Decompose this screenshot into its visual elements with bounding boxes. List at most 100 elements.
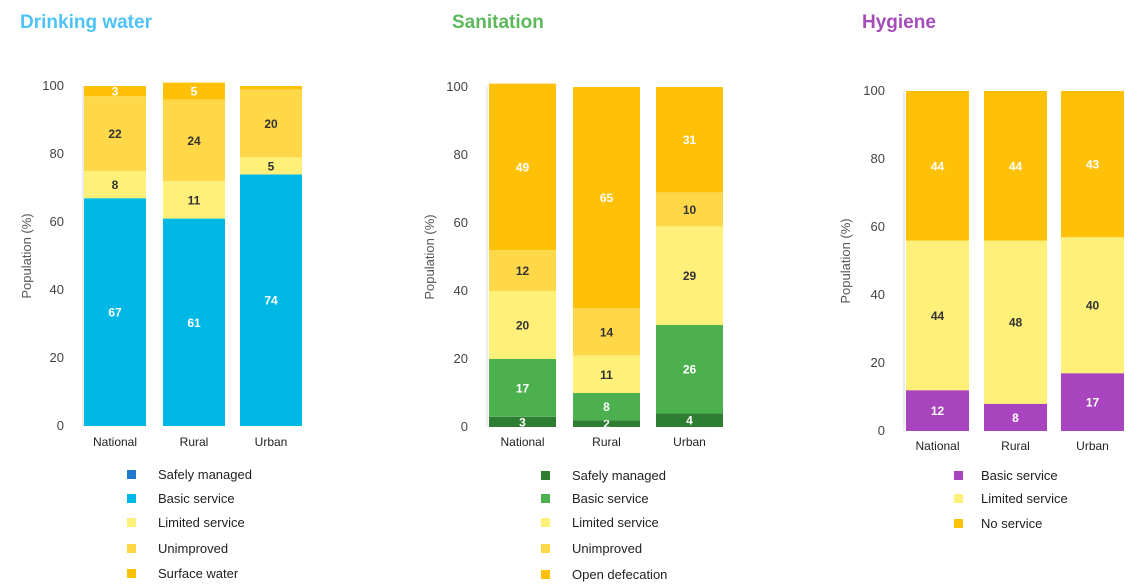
x-tick-label: National (93, 435, 137, 449)
legend-swatch (541, 518, 550, 527)
bar-segment (1061, 91, 1124, 238)
data-label: 2 (603, 417, 610, 431)
data-label: 10 (683, 203, 697, 217)
data-label: 17 (516, 381, 530, 395)
data-label: 26 (683, 363, 697, 377)
bar-segment (489, 291, 556, 359)
y-tick-label: 20 (50, 350, 64, 365)
bar-segment (489, 250, 556, 291)
y-tick-label: 40 (871, 287, 885, 302)
legend-swatch (127, 518, 136, 527)
data-label: 74 (264, 294, 278, 308)
bar-segment (240, 89, 302, 158)
data-label: 5 (268, 159, 275, 173)
data-label: 44 (931, 159, 945, 173)
data-label: 24 (187, 134, 201, 148)
bar-segment (489, 83, 556, 251)
y-tick-label: 100 (42, 78, 64, 93)
chart-title-hygiene: Hygiene (862, 12, 936, 33)
legend-swatch (127, 494, 136, 503)
bar-segment (656, 325, 723, 414)
y-tick-label: 40 (50, 282, 64, 297)
bar-segment (84, 86, 146, 97)
bar-segment (240, 174, 302, 426)
y-axis-label: Population (%) (838, 218, 853, 303)
data-label: 8 (112, 178, 119, 192)
data-label: 5 (191, 85, 198, 99)
legend-label: Limited service (158, 515, 245, 530)
legend-swatch (127, 544, 136, 553)
data-label: 14 (600, 325, 614, 339)
legend-label: Unimproved (158, 541, 228, 556)
legend-swatch (127, 470, 136, 479)
bar-segment (573, 393, 640, 421)
chart-0: 0 20 40 60 80 100 Population (%) 67 8 22 3 National… (19, 78, 302, 581)
y-tick-label: 100 (446, 79, 468, 94)
data-label: 3 (112, 85, 119, 99)
bar-segment (656, 192, 723, 227)
legend-label: Safely managed (572, 468, 666, 483)
bar-segment (240, 157, 302, 175)
data-label: 17 (1086, 396, 1100, 410)
x-tick-label: Urban (1076, 439, 1109, 453)
data-label: 12 (931, 404, 945, 418)
legend-swatch (954, 471, 963, 480)
bar-segment (573, 87, 640, 308)
legend-swatch (541, 544, 550, 553)
x-tick-label: Rural (180, 435, 209, 449)
data-label: 22 (108, 127, 122, 141)
bar-segment (240, 86, 302, 90)
bar-segment (489, 359, 556, 417)
legend-label: Surface water (158, 566, 239, 581)
data-label: 20 (516, 319, 530, 333)
y-tick-label: 80 (50, 146, 64, 161)
x-tick-label: Rural (592, 435, 621, 449)
data-label: 8 (603, 400, 610, 414)
legend-label: Basic service (572, 491, 649, 506)
data-label: 20 (264, 117, 278, 131)
legend-label: Basic service (981, 468, 1058, 483)
legend-swatch (541, 494, 550, 503)
data-label: 67 (108, 306, 122, 320)
bar-segment (163, 181, 225, 219)
data-label: 12 (516, 264, 530, 278)
x-tick-label: National (915, 439, 959, 453)
bar-segment (489, 416, 556, 427)
legend-swatch (541, 471, 550, 480)
data-label: 40 (1086, 299, 1100, 313)
bar-segment (906, 390, 969, 431)
bar-segment (906, 91, 969, 241)
bar-segment (163, 82, 225, 100)
y-tick-label: 0 (878, 423, 885, 438)
data-label: 11 (188, 193, 201, 207)
legend-swatch (954, 519, 963, 528)
bar-segment (163, 99, 225, 182)
legend-label: Safely managed (158, 467, 252, 482)
data-label: 8 (1012, 411, 1019, 425)
y-tick-label: 60 (50, 214, 64, 229)
x-tick-label: Urban (673, 435, 706, 449)
bar-segment (84, 198, 146, 426)
legend-swatch (127, 569, 136, 578)
data-label: 65 (600, 191, 614, 205)
x-tick-label: Rural (1001, 439, 1030, 453)
bar-segment (984, 91, 1047, 241)
data-label: 44 (931, 309, 945, 323)
data-label: 3 (519, 415, 526, 429)
legend-label: Limited service (981, 491, 1068, 506)
bar-segment (984, 403, 1047, 431)
y-tick-label: 100 (863, 83, 885, 98)
y-tick-label: 60 (454, 215, 468, 230)
legend-swatch (541, 570, 550, 579)
bar-segment (573, 308, 640, 356)
legend-label: Open defecation (572, 567, 667, 582)
y-axis-label: Population (%) (19, 213, 34, 298)
y-axis-label: Population (%) (422, 214, 437, 299)
chart-1: 0 20 40 60 80 100 Population (%) 3 17 20 12 49 Natio… (422, 79, 723, 582)
data-label: 61 (187, 316, 201, 330)
chart-title-sanitation: Sanitation (452, 12, 544, 33)
legend-label: Unimproved (572, 541, 642, 556)
legend-swatch (954, 494, 963, 503)
data-label: 43 (1086, 158, 1100, 172)
